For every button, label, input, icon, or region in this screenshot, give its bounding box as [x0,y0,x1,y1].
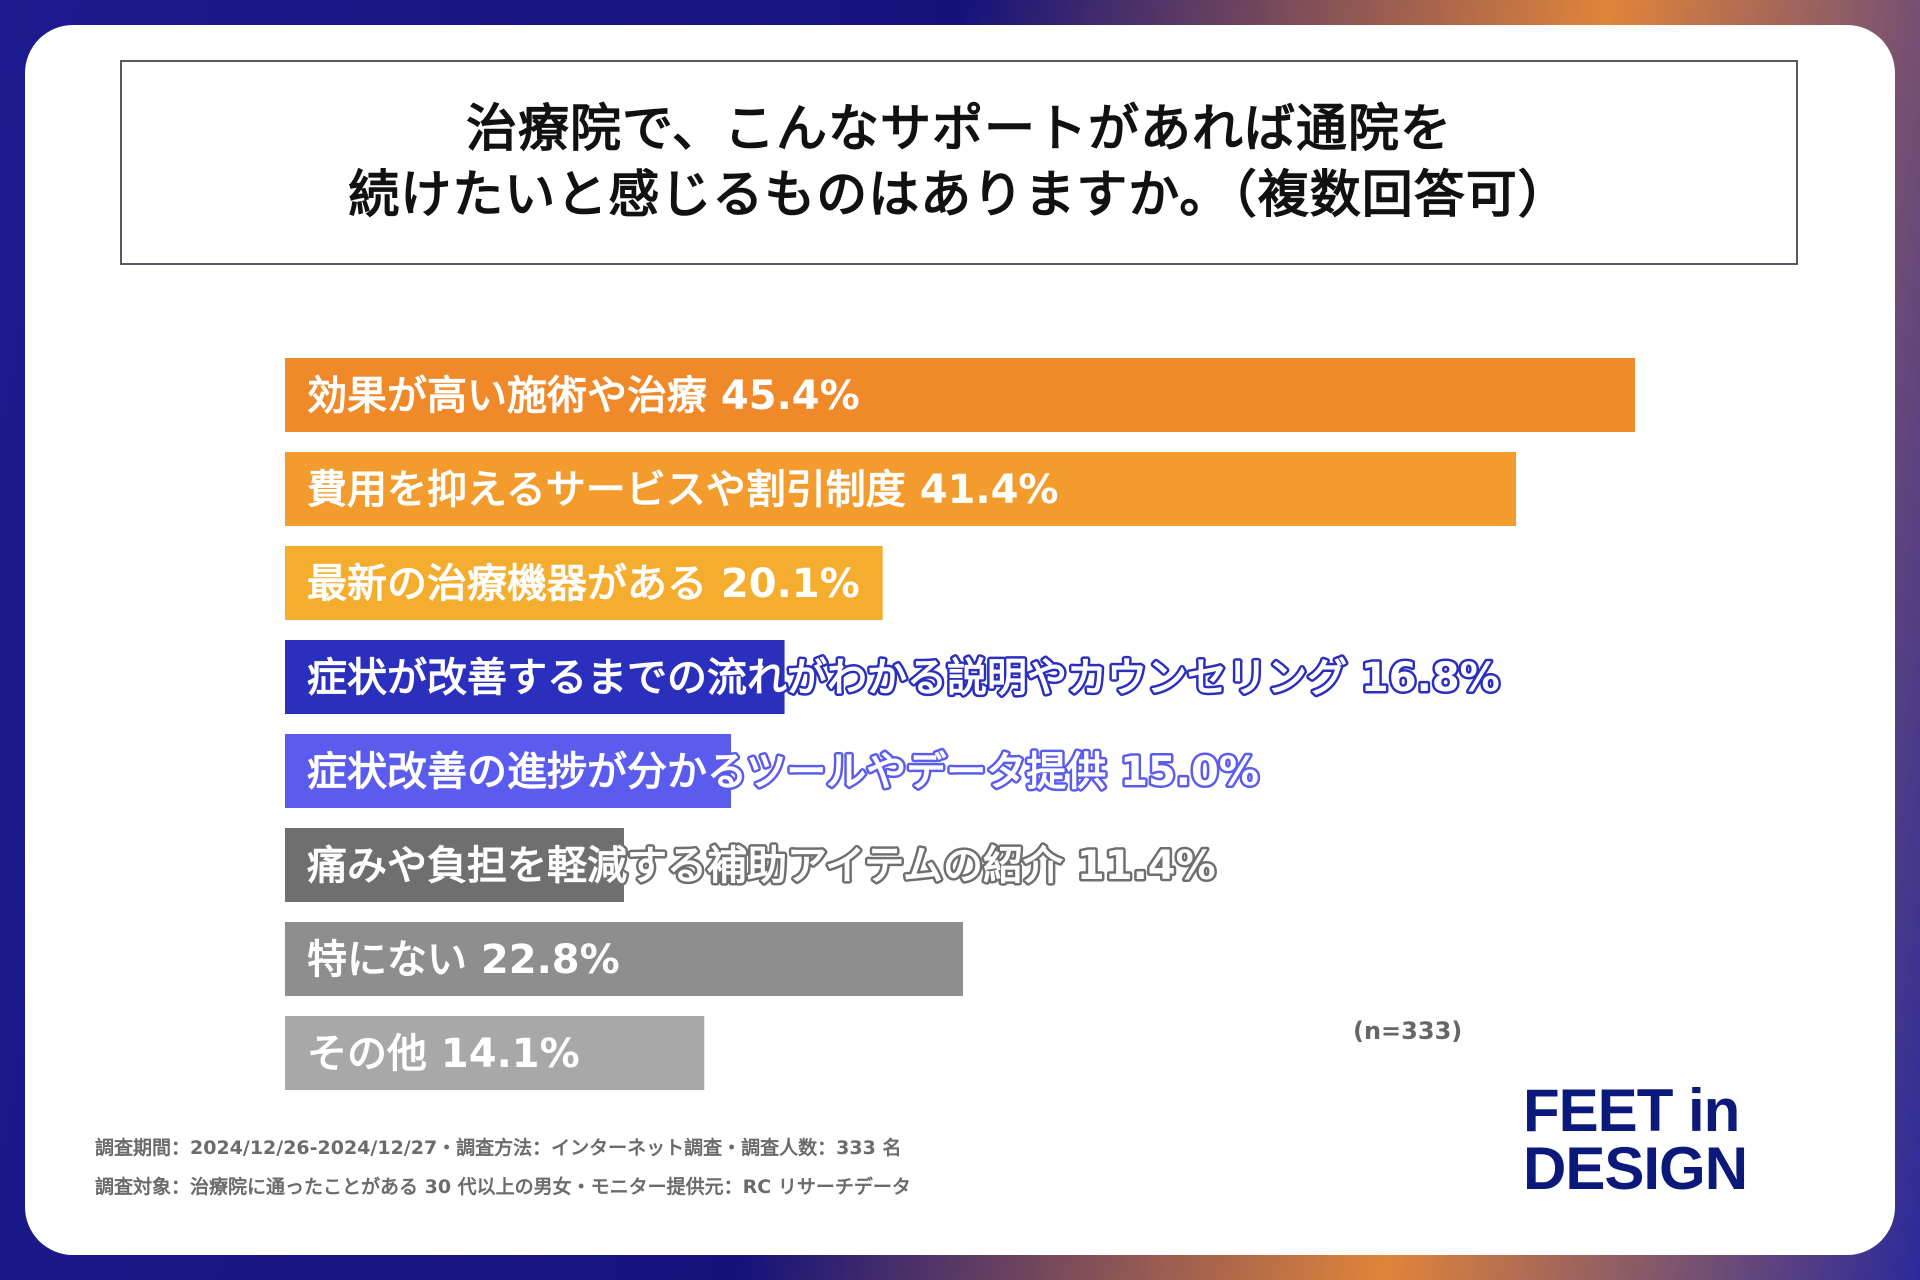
category-label-6: 痛みや負担を軽減する補助アイテムの紹介 [307,843,1064,889]
logo-line-2: DESIGN [1523,1135,1748,1202]
category-label-3: 最新の治療機器がある [307,561,707,607]
category-label-8: その他 [307,1031,427,1077]
bar-4 [285,640,785,714]
value-label-8: 14.1% [427,1031,580,1077]
value-label-2: 41.4% [906,467,1059,513]
title-line-2: 続けたいと感じるものはありますか。（複数回答可） [348,165,1570,225]
title-line-1: 治療院で、こんなサポートがあれば通院を [466,99,1452,159]
bar-label-1: 効果が高い施術や治療 45.4% [307,373,860,419]
bar-2 [285,452,1517,526]
value-label-4: 16.8% [1347,655,1500,701]
value-label-7: 22.8% [467,937,620,983]
bar-5 [285,734,732,808]
bar-3 [285,546,883,620]
feet-in-design-logo: FEET in DESIGN [1523,1077,1748,1202]
category-label-2: 費用を抑えるサービスや割引制度 [307,467,906,513]
value-label-3: 20.1% [707,561,860,607]
category-label-5: 症状改善の進捗が分かるツールやデータ提供 [307,749,1106,795]
sample-size-label: (n=333) [1353,1017,1463,1045]
bar-label-5: 症状改善の進捗が分かるツールやデータ提供 15.0% [307,749,1259,795]
bar-label-4: 症状が改善するまでの流れがわかる説明やカウンセリング 16.8% [307,655,1500,701]
title-box: 治療院で、こんなサポートがあれば通院を 続けたいと感じるものはありますか。（複数… [120,60,1798,265]
bar-6 [285,828,624,902]
value-label-5: 15.0% [1106,749,1259,795]
category-label-1: 効果が高い施術や治療 [307,373,708,419]
bar-8 [285,1016,705,1090]
category-label-7: 特にない [307,937,467,983]
value-label-6: 11.4% [1063,843,1216,889]
bar-label-3: 最新の治療機器がある 20.1% [307,561,860,607]
footnote-survey-target: 調査対象：治療院に通ったことがある 30 代以上の男女・モニター提供元：RC リ… [95,1176,911,1198]
bar-label-8: その他 14.1% [307,1031,580,1077]
bar-label-7: 特にない 22.8% [307,937,620,983]
value-label-1: 45.4% [707,373,860,419]
logo-line-1: FEET in [1523,1077,1740,1144]
bar-1 [285,358,1635,432]
footnote-survey-period: 調査期間：2024/12/26-2024/12/27・調査方法：インターネット調… [95,1137,902,1159]
bar-7 [285,922,963,996]
bar-label-2: 費用を抑えるサービスや割引制度 41.4% [307,467,1059,513]
bar-label-6: 痛みや負担を軽減する補助アイテムの紹介 11.4% [307,843,1216,889]
category-label-4: 症状が改善するまでの流れがわかる説明やカウンセリング [307,655,1347,701]
